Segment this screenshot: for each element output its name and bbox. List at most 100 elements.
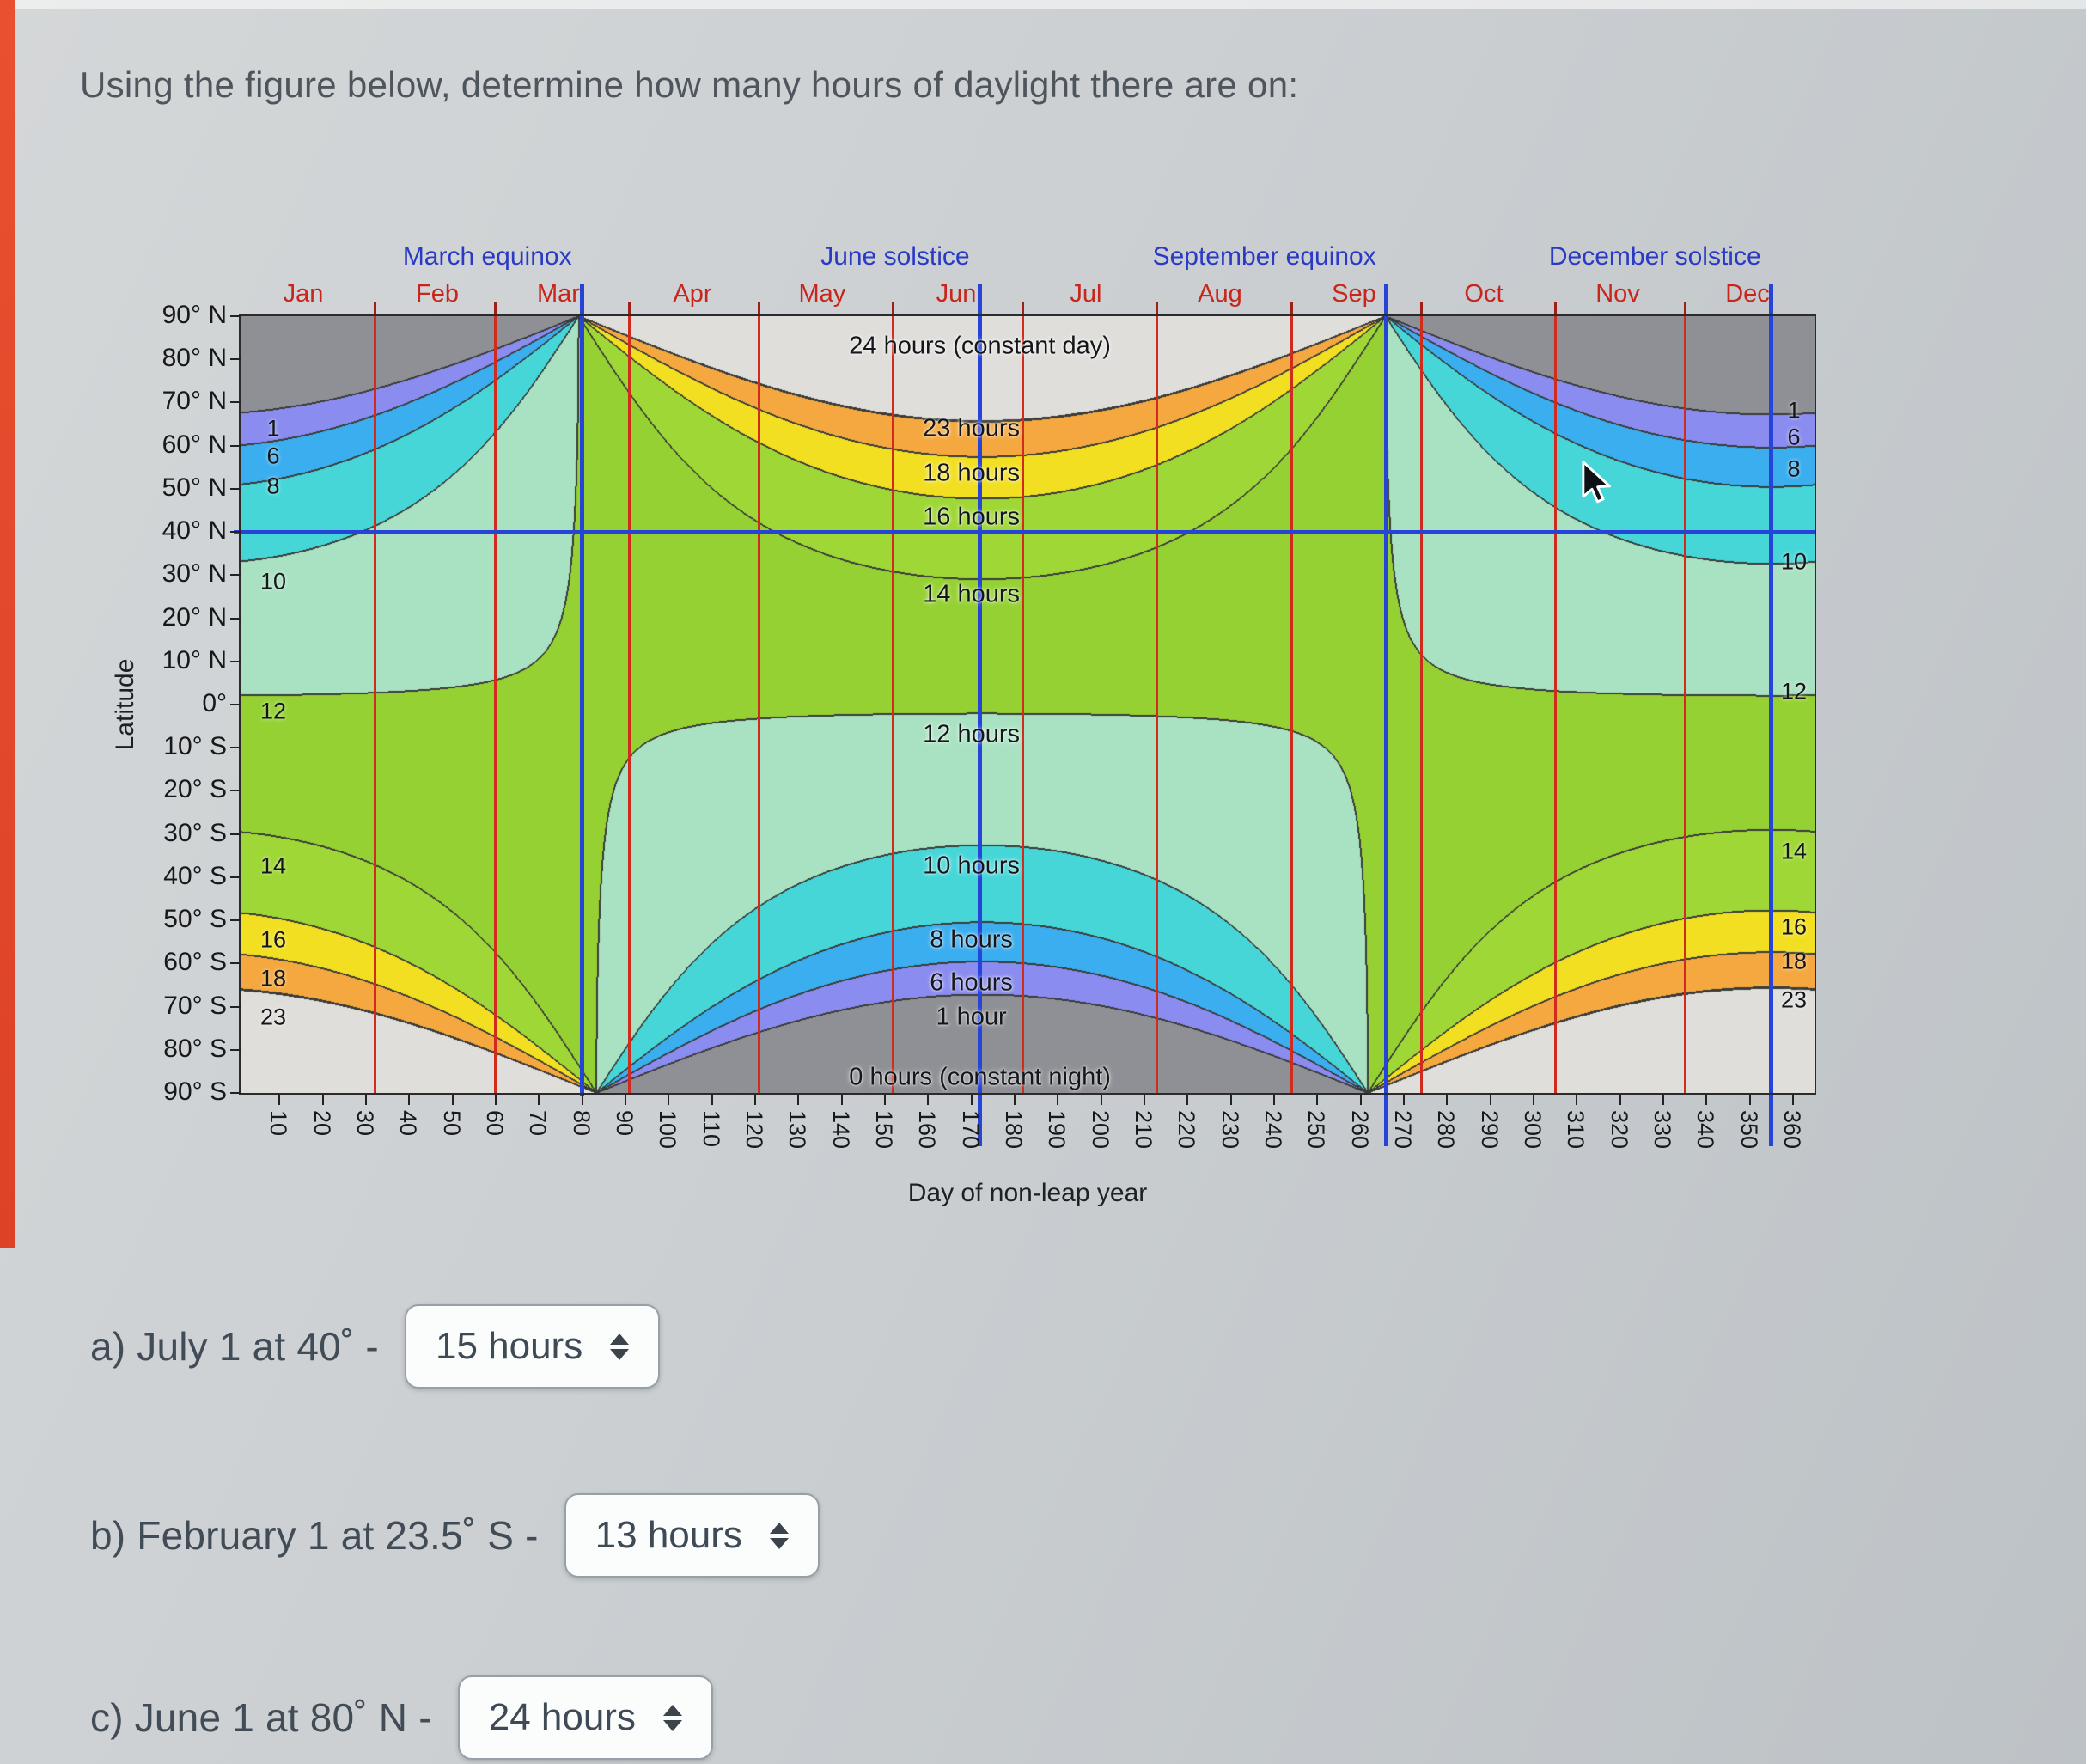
x-tick (711, 1095, 713, 1105)
x-tick (1748, 1095, 1751, 1105)
month-label: Jun (936, 280, 977, 308)
y-tick-label: 20° N (162, 602, 227, 632)
question-c-label: c) June 1 at 80˚ N - (90, 1695, 432, 1740)
y-tick-label: 0° (202, 689, 227, 717)
select-arrows-icon (610, 1333, 630, 1360)
select-arrows-icon (662, 1704, 682, 1731)
x-tick (1662, 1095, 1664, 1105)
x-tick-label: 160 (914, 1110, 941, 1150)
x-tick (1186, 1095, 1189, 1105)
question-b-label: b) February 1 at 23.5˚ S - (90, 1513, 539, 1558)
x-tick (494, 1095, 497, 1105)
month-label: Feb (416, 280, 459, 308)
x-tick-label: 230 (1217, 1110, 1243, 1150)
question-b-row: b) February 1 at 23.5˚ S - 13 hours (90, 1493, 820, 1578)
month-label: Sep (1332, 280, 1376, 308)
question-a-answer-select[interactable]: 15 hours (404, 1304, 661, 1389)
month-label: Apr (673, 280, 712, 308)
page-title: Using the figure below, determine how ma… (80, 64, 1299, 105)
x-tick (538, 1095, 540, 1105)
month-label: Mar (536, 280, 580, 308)
question-c-row: c) June 1 at 80˚ N - 24 hours (90, 1675, 713, 1760)
x-tick-label: 200 (1087, 1110, 1113, 1150)
x-tick-label: 140 (827, 1110, 854, 1150)
month-tick (373, 302, 376, 314)
y-tick (230, 962, 241, 965)
x-tick-label: 330 (1649, 1110, 1675, 1150)
x-tick (1446, 1095, 1449, 1105)
x-tick-label: 90 (611, 1110, 637, 1137)
x-tick-label: 20 (308, 1110, 335, 1137)
x-tick (970, 1095, 973, 1105)
x-tick-label: 60 (481, 1110, 508, 1137)
x-tick-label: 180 (1000, 1110, 1027, 1150)
x-tick (797, 1095, 800, 1105)
y-tick (230, 1005, 241, 1008)
question-b-answer-select[interactable]: 13 hours (564, 1493, 820, 1578)
y-tick (230, 358, 241, 361)
x-tick-label: 210 (1130, 1110, 1156, 1150)
question-c-answer-select[interactable]: 24 hours (457, 1675, 713, 1760)
x-tick (1143, 1095, 1145, 1105)
season-label: September equinox (1152, 242, 1376, 271)
x-tick-label: 240 (1260, 1110, 1286, 1150)
x-tick (451, 1095, 454, 1105)
month-tick (1683, 302, 1686, 314)
y-tick-label: 30° S (163, 818, 227, 847)
month-tick (892, 302, 895, 314)
y-tick-label: 40° S (163, 861, 227, 890)
month-tick (494, 302, 497, 314)
x-tick-label: 270 (1389, 1110, 1416, 1150)
x-tick-label: 260 (1346, 1110, 1373, 1150)
y-tick (230, 1048, 241, 1051)
x-tick-label: 280 (1433, 1110, 1460, 1150)
y-tick-label: 60° S (163, 948, 227, 977)
season-label: March equinox (402, 242, 572, 271)
month-tick (758, 302, 761, 314)
x-tick (1316, 1095, 1319, 1105)
y-tick-label: 80° S (163, 1034, 227, 1063)
y-tick (230, 660, 241, 662)
x-tick (321, 1095, 324, 1105)
x-tick (364, 1095, 367, 1105)
x-tick (840, 1095, 843, 1105)
left-accent-stripe (0, 0, 15, 1248)
x-tick-label: 150 (870, 1110, 897, 1150)
x-tick (581, 1095, 583, 1105)
x-tick-label: 50 (438, 1110, 465, 1137)
x-tick-label: 130 (784, 1110, 811, 1150)
y-tick-label: 90° N (162, 301, 227, 329)
x-tick-label: 10 (265, 1110, 292, 1137)
x-tick (624, 1095, 626, 1105)
x-tick (1705, 1095, 1708, 1105)
y-tick (230, 531, 241, 534)
x-tick-label: 190 (1044, 1110, 1070, 1150)
season-label: December solstice (1548, 242, 1761, 271)
y-tick-label: 10° N (162, 645, 227, 674)
x-tick-label: 80 (568, 1110, 595, 1137)
y-tick (230, 574, 241, 577)
x-tick (1057, 1095, 1059, 1105)
month-tick (1156, 302, 1159, 314)
month-label: Jan (283, 280, 324, 308)
x-tick (927, 1095, 930, 1105)
x-tick (1532, 1095, 1534, 1105)
y-tick (230, 833, 241, 835)
y-tick-label: 70° N (162, 387, 227, 416)
y-tick (230, 704, 241, 705)
x-tick-label: 360 (1778, 1110, 1805, 1150)
x-tick (753, 1095, 756, 1105)
x-tick (1272, 1095, 1275, 1105)
x-tick-label: 340 (1693, 1110, 1719, 1150)
y-tick (230, 790, 241, 792)
y-tick-label: 80° N (162, 344, 227, 373)
x-tick-label: 250 (1303, 1110, 1330, 1150)
y-tick (230, 444, 241, 447)
y-tick (230, 487, 241, 490)
month-tick (628, 302, 631, 314)
x-tick-label: 220 (1174, 1110, 1200, 1150)
y-tick-label: 30° N (162, 559, 227, 589)
x-tick (1619, 1095, 1621, 1105)
daylight-chart-canvas (241, 316, 1815, 1093)
month-label: Dec (1725, 280, 1770, 308)
